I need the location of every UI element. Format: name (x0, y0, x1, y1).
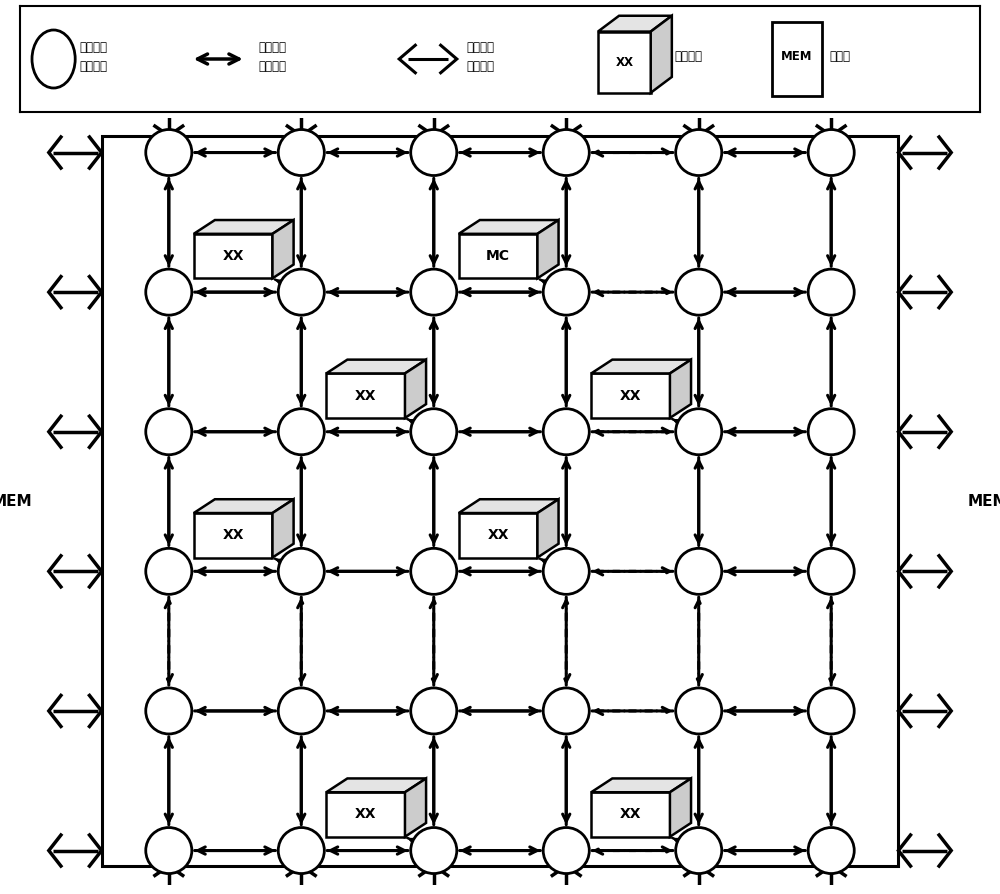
Text: XX: XX (620, 807, 641, 822)
Ellipse shape (146, 409, 192, 455)
Ellipse shape (411, 130, 457, 175)
Text: MEM: MEM (781, 50, 812, 63)
Text: 片上网络
本地接口: 片上网络 本地接口 (466, 41, 494, 73)
Text: XX: XX (222, 528, 244, 543)
Bar (459, 234, 537, 278)
Ellipse shape (676, 130, 722, 175)
Ellipse shape (676, 687, 722, 734)
Text: 功能单元: 功能单元 (675, 50, 703, 63)
Ellipse shape (32, 30, 75, 88)
Polygon shape (651, 16, 672, 93)
Ellipse shape (278, 548, 324, 595)
Polygon shape (459, 499, 559, 513)
Text: MC: MC (486, 249, 510, 263)
Polygon shape (405, 359, 426, 417)
Bar (326, 792, 405, 837)
Ellipse shape (808, 548, 854, 595)
Ellipse shape (676, 409, 722, 455)
Bar (598, 31, 651, 93)
Polygon shape (598, 16, 672, 31)
Text: XX: XX (620, 389, 641, 402)
Polygon shape (194, 499, 294, 513)
Ellipse shape (278, 828, 324, 873)
Polygon shape (537, 220, 559, 278)
Ellipse shape (808, 269, 854, 316)
Polygon shape (326, 779, 426, 792)
Ellipse shape (146, 548, 192, 595)
Bar (194, 234, 272, 278)
Ellipse shape (808, 687, 854, 734)
Text: XX: XX (487, 528, 509, 543)
Bar (591, 792, 670, 837)
Ellipse shape (676, 269, 722, 316)
Text: 存储器: 存储器 (829, 50, 850, 63)
Polygon shape (670, 779, 691, 837)
Polygon shape (591, 779, 691, 792)
Polygon shape (405, 779, 426, 837)
Ellipse shape (146, 687, 192, 734)
Ellipse shape (808, 130, 854, 175)
Text: XX: XX (355, 807, 376, 822)
Ellipse shape (676, 548, 722, 595)
Text: 片上网络
路由节点: 片上网络 路由节点 (80, 41, 108, 73)
Ellipse shape (411, 409, 457, 455)
Ellipse shape (278, 409, 324, 455)
Polygon shape (670, 359, 691, 417)
Polygon shape (591, 359, 691, 374)
Ellipse shape (278, 130, 324, 175)
Ellipse shape (146, 828, 192, 873)
Text: MEM: MEM (0, 494, 33, 509)
Ellipse shape (411, 828, 457, 873)
Ellipse shape (543, 828, 589, 873)
Bar (772, 22, 822, 96)
Ellipse shape (278, 687, 324, 734)
Text: MEM: MEM (967, 494, 1000, 509)
Ellipse shape (543, 130, 589, 175)
Ellipse shape (411, 687, 457, 734)
Polygon shape (272, 220, 294, 278)
Ellipse shape (543, 269, 589, 316)
Bar (591, 374, 670, 417)
Bar (326, 374, 405, 417)
Polygon shape (194, 220, 294, 234)
Polygon shape (459, 220, 559, 234)
Ellipse shape (146, 269, 192, 316)
Ellipse shape (411, 269, 457, 316)
Text: 片上网络
数据通路: 片上网络 数据通路 (258, 41, 286, 73)
Bar (459, 513, 537, 558)
Ellipse shape (146, 130, 192, 175)
Polygon shape (272, 499, 294, 558)
Ellipse shape (411, 548, 457, 595)
Polygon shape (537, 499, 559, 558)
Text: XX: XX (615, 55, 633, 69)
Ellipse shape (278, 269, 324, 316)
Text: XX: XX (355, 389, 376, 402)
Ellipse shape (543, 409, 589, 455)
Text: XX: XX (222, 249, 244, 263)
Bar (102, 136, 898, 866)
Bar (194, 513, 272, 558)
Ellipse shape (808, 409, 854, 455)
Ellipse shape (543, 548, 589, 595)
Polygon shape (326, 359, 426, 374)
Ellipse shape (808, 828, 854, 873)
Ellipse shape (543, 687, 589, 734)
Ellipse shape (676, 828, 722, 873)
